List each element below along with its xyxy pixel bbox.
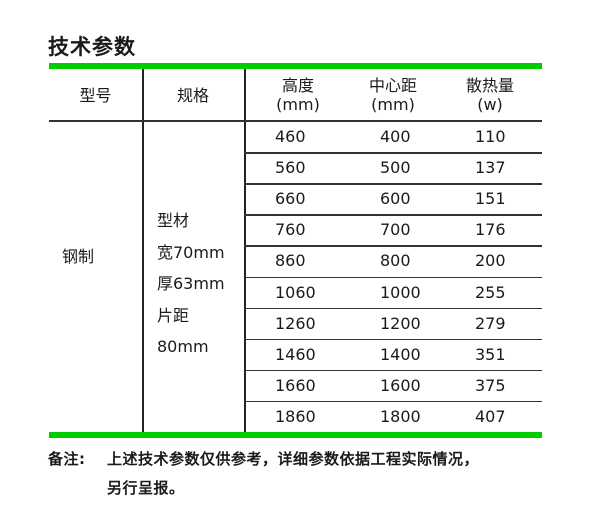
page-title: 技术参数 xyxy=(48,35,136,59)
center-distance-cell: 600 xyxy=(380,189,411,209)
note-line-2: 另行呈报。 xyxy=(107,479,185,497)
height-cell: 660 xyxy=(275,189,306,209)
spec-line: 型材 xyxy=(157,211,190,230)
bottom-green-rule xyxy=(49,432,542,438)
header-height-label: 高度 xyxy=(281,76,314,95)
heat-output-cell: 137 xyxy=(475,158,506,178)
row-divider xyxy=(244,400,542,403)
center-distance-cell: 1000 xyxy=(380,282,421,302)
center-distance-cell: 1200 xyxy=(380,313,421,333)
center-distance-cell: 1800 xyxy=(380,406,421,426)
row-divider xyxy=(244,307,542,310)
row-divider xyxy=(244,276,542,278)
header-spec: 规格 xyxy=(176,86,209,105)
note-line-1: 上述技术参数仅供参考，详细参数依据工程实际情况， xyxy=(107,450,480,468)
heat-output-cell: 151 xyxy=(475,189,506,209)
row-divider xyxy=(244,152,542,154)
height-cell: 1060 xyxy=(275,282,316,302)
header-heat-output: 散热量 (w) xyxy=(450,76,530,114)
heat-output-cell: 255 xyxy=(475,282,506,302)
model-value: 钢制 xyxy=(62,247,95,266)
center-distance-cell: 800 xyxy=(380,251,411,271)
center-distance-cell: 400 xyxy=(380,127,411,146)
row-divider xyxy=(244,214,542,216)
height-cell: 460 xyxy=(275,127,306,146)
height-cell: 760 xyxy=(275,220,306,240)
heat-output-cell: 407 xyxy=(475,406,506,426)
header-model: 型号 xyxy=(79,86,112,105)
column-divider xyxy=(244,69,246,432)
heat-output-cell: 351 xyxy=(475,344,506,364)
header-heat-unit: (w) xyxy=(477,95,503,114)
spec-value: 型材 宽70mm 厚63mm 片距 80mm xyxy=(157,205,225,363)
height-cell: 1460 xyxy=(275,344,316,364)
header-divider xyxy=(49,120,542,122)
center-distance-cell: 500 xyxy=(380,158,411,178)
row-divider xyxy=(244,338,542,341)
center-distance-cell: 1400 xyxy=(380,344,421,364)
header-height: 高度 (mm) xyxy=(258,76,338,114)
height-cell: 560 xyxy=(275,158,306,178)
heat-output-cell: 110 xyxy=(475,127,506,146)
header-center-label: 中心距 xyxy=(368,76,417,95)
row-divider xyxy=(244,369,542,372)
spec-line: 厚63mm xyxy=(157,274,225,293)
height-cell: 1260 xyxy=(275,313,316,333)
header-center-distance: 中心距 (mm) xyxy=(353,76,433,114)
spec-line: 宽70mm xyxy=(157,242,225,262)
spec-line: 片距 xyxy=(157,305,190,325)
column-divider xyxy=(142,69,144,432)
heat-output-cell: 200 xyxy=(475,251,506,271)
row-divider xyxy=(244,245,542,247)
height-cell: 1660 xyxy=(275,375,316,395)
center-distance-cell: 1600 xyxy=(380,375,421,395)
row-divider xyxy=(244,183,542,185)
header-heat-label: 散热量 xyxy=(465,76,514,95)
spec-line: 80mm xyxy=(157,337,209,356)
height-cell: 1860 xyxy=(275,406,316,426)
header-center-unit: (mm) xyxy=(371,95,415,114)
top-green-rule xyxy=(49,63,542,69)
header-height-unit: (mm) xyxy=(276,95,320,114)
heat-output-cell: 375 xyxy=(475,375,506,395)
center-distance-cell: 700 xyxy=(380,220,411,240)
heat-output-cell: 176 xyxy=(475,220,506,240)
height-cell: 860 xyxy=(275,251,306,271)
heat-output-cell: 279 xyxy=(475,313,506,333)
note-label: 备注: xyxy=(48,450,86,468)
